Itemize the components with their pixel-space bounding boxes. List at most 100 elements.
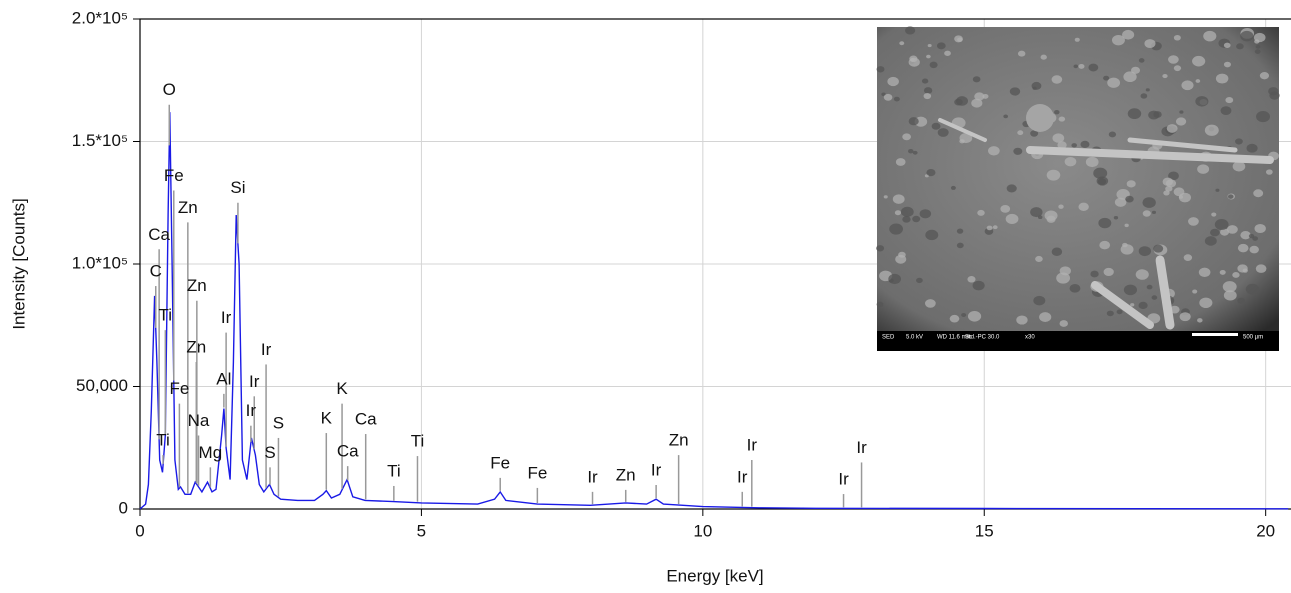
sem-particle	[1192, 55, 1206, 67]
y-tick-label: 1.0*10⁵	[72, 253, 128, 272]
sem-particle	[1071, 143, 1077, 148]
sem-particle	[1173, 34, 1181, 41]
sem-particle	[967, 276, 976, 283]
sem-particle	[1130, 303, 1135, 307]
sem-particle	[1103, 75, 1110, 81]
sem-particle	[923, 92, 932, 100]
sem-particle	[1051, 75, 1063, 84]
annotation-label: Zn	[616, 465, 636, 484]
annotation-label: C	[150, 262, 162, 281]
sem-particle	[1232, 272, 1240, 278]
sem-particle	[926, 168, 936, 177]
sem-particle	[1138, 301, 1148, 310]
sem-particle	[927, 43, 932, 48]
sem-particle	[921, 78, 929, 84]
sem-particle	[883, 93, 893, 101]
sem-particle	[931, 122, 941, 130]
sem-particles	[876, 26, 1280, 330]
sem-particle	[1168, 55, 1179, 64]
sem-particle	[1057, 141, 1067, 149]
sem-fiber	[1026, 146, 1274, 164]
annotation-label: Al	[216, 369, 231, 388]
sem-particle	[1197, 164, 1210, 174]
sem-particle	[1204, 124, 1219, 136]
sem-particle	[1163, 190, 1170, 196]
sem-particle	[1245, 283, 1260, 295]
y-axis-label: Intensity [Counts]	[9, 198, 28, 329]
sem-particle	[1114, 197, 1127, 207]
sem-particle	[1056, 272, 1071, 284]
sem-particle	[974, 92, 985, 101]
sem-particle	[1113, 215, 1119, 220]
sem-particle	[1220, 106, 1232, 115]
sem-particle	[1246, 143, 1258, 153]
sem-particle	[1030, 130, 1039, 137]
sem-particle	[1124, 223, 1129, 228]
x-tick-label: 5	[417, 521, 426, 540]
sem-particle	[954, 98, 963, 106]
sem-particle	[909, 55, 918, 63]
sem-particle	[1122, 242, 1128, 248]
sem-particle	[1256, 111, 1270, 123]
sem-particle	[1009, 87, 1021, 96]
annotation-label: Na	[188, 411, 210, 430]
sem-particle	[1197, 318, 1203, 323]
sem-particle	[944, 50, 951, 56]
sem-particle	[887, 76, 899, 87]
sem-particle	[1078, 63, 1085, 69]
sem-particle	[1103, 267, 1114, 277]
sem-particle	[1151, 210, 1157, 214]
sem-particle	[900, 206, 914, 217]
sem-particle	[1223, 61, 1231, 68]
sem-particle	[986, 225, 993, 231]
sem-particle	[1249, 245, 1259, 254]
sem-particle	[1085, 156, 1099, 168]
sem-particle	[1259, 72, 1270, 80]
annotation-label: Ir	[747, 435, 758, 454]
sem-particle	[971, 98, 983, 108]
sem-particle	[1099, 240, 1111, 250]
sem-particle	[919, 209, 932, 219]
sem-particle	[1235, 138, 1243, 145]
sem-particle	[1030, 207, 1043, 218]
sem-particle	[926, 54, 931, 59]
sem-particle	[1162, 73, 1168, 79]
sem-particle	[1044, 210, 1058, 221]
sem-particle	[1026, 104, 1054, 132]
sem-particle	[895, 158, 906, 166]
sem-particle	[1017, 130, 1024, 136]
sem-particle	[1127, 108, 1142, 120]
sem-particle	[1125, 195, 1134, 203]
sem-particle	[1059, 320, 1068, 327]
annotation-label: Ir	[838, 470, 849, 489]
sem-particle	[967, 311, 982, 322]
sem-particle	[1051, 247, 1063, 256]
sem-fiber	[1091, 281, 1154, 329]
sem-particle	[1003, 114, 1009, 119]
sem-particle	[1232, 161, 1246, 172]
sem-particle	[1175, 117, 1187, 126]
sem-particle	[1237, 297, 1246, 304]
sem-particle	[888, 273, 902, 285]
sem-particle	[894, 210, 902, 216]
sem-particle	[937, 128, 949, 137]
annotation-label: Ti	[156, 431, 170, 450]
sem-particle	[972, 76, 981, 83]
annotation-label: Ir	[221, 308, 232, 327]
sem-particle	[977, 209, 985, 216]
annotation-label: S	[273, 413, 284, 432]
annotation-label: Fe	[527, 463, 547, 482]
sem-particle	[959, 133, 973, 144]
y-tick-label: 2.0*10⁵	[72, 8, 128, 27]
x-axis-label: Energy [keV]	[666, 566, 763, 585]
annotation-label: Mg	[199, 443, 223, 462]
sem-particle	[988, 146, 1000, 156]
caption-text: x30	[1025, 335, 1035, 341]
sem-particle	[1111, 34, 1125, 46]
sem-particle	[892, 194, 905, 204]
sem-particle	[1254, 223, 1266, 234]
sem-particle	[1173, 65, 1182, 72]
annotation-label: Ir	[249, 372, 260, 391]
